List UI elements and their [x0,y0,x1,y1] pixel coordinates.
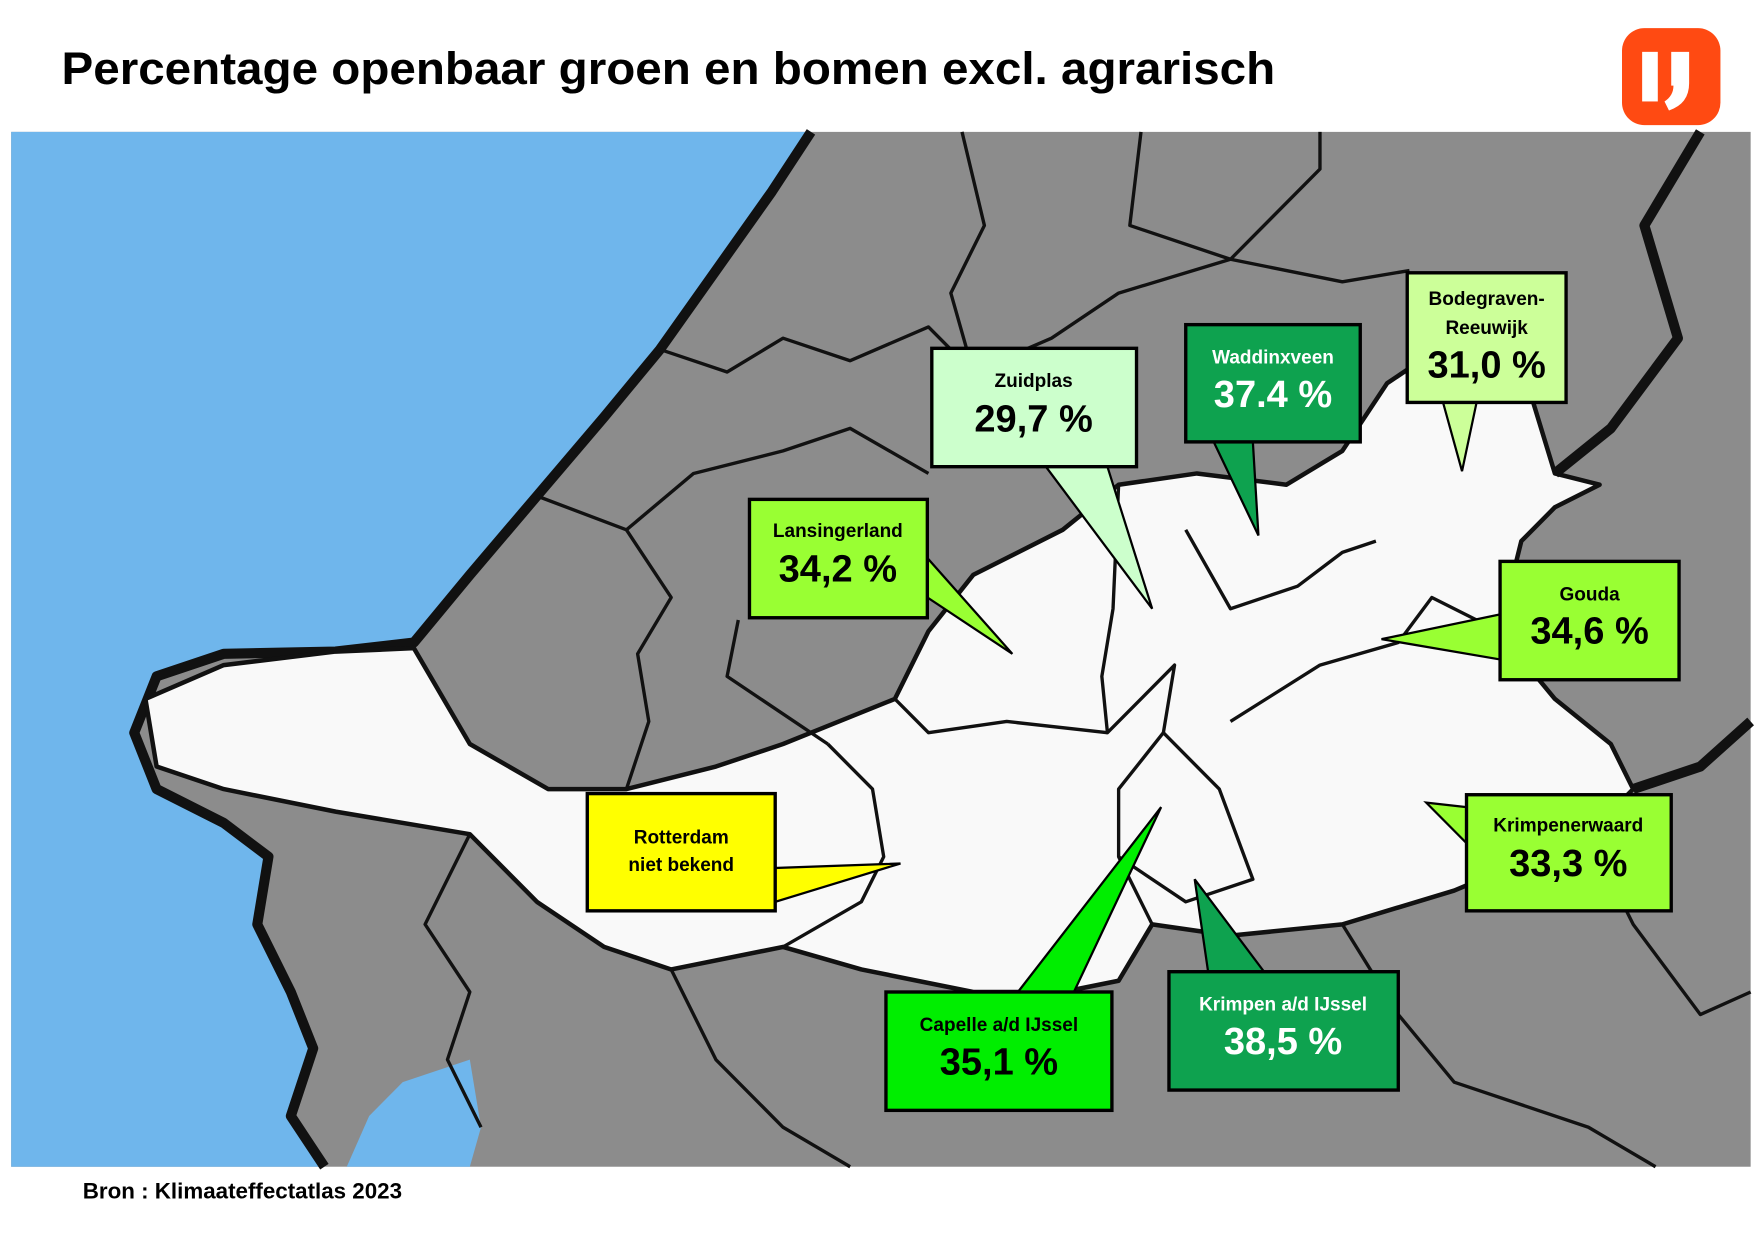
municipal-border [1117,731,1255,904]
municipal-border [423,833,483,1129]
source-note: Bron : Klimaateffectatlas 2023 [83,1179,402,1204]
callout-name: niet bekend [628,855,734,876]
logo-bar [1642,51,1658,102]
callout: Zuidplas 29,7 % [930,346,1154,610]
callout-name: Rotterdam [634,828,729,849]
municipal-border [536,426,930,532]
callout-name: Lansingerland [773,521,903,542]
callout-value: 34,2 % [779,548,897,591]
municipal-border [949,131,987,373]
callout: Gouda 34,6 % [1381,559,1681,682]
callout-name: Zuidplas [995,371,1073,392]
callout-box [930,346,1139,469]
municipal-border [1100,484,1177,926]
callout-box [1405,271,1568,405]
callout-box [585,791,777,913]
callout: Bodegraven- Reeuwijk 31,0 % [1405,271,1568,472]
coastline [129,129,816,1170]
callout-name: Krimpen a/d IJssel [1199,995,1367,1016]
estuary [346,1059,482,1167]
municipal-border [1128,131,1322,261]
callout: Krimpen a/d IJssel 38,5 % [1167,878,1400,1092]
callout: Waddinxveen 37.4 % [1184,322,1362,536]
callout-value: 38,5 % [1224,1020,1342,1063]
municipal-border [782,742,886,949]
municipal-border [1184,528,1377,611]
municipal-border [893,697,1108,735]
callout: Lansingerland 34,2 % [747,497,1014,655]
callout: Rotterdam niet bekend [585,791,901,913]
callout-box [1498,559,1681,682]
callout-value: 37.4 % [1214,373,1332,416]
municipal-border [669,968,851,1169]
callout-name: Capelle a/d IJssel [920,1015,1078,1036]
callout: Capelle a/d IJssel 35,1 % [884,806,1163,1113]
callout-value: 29,7 % [974,398,1092,441]
title: Percentage openbaar groen en bomen excl.… [62,43,1276,94]
callout-value: 35,1 % [940,1040,1058,1083]
sea [11,131,812,1167]
callout-value: 33,3 % [1509,842,1627,885]
municipal-border [725,619,829,746]
callout: Krimpenerwaard 33,3 % [1423,793,1673,913]
province-border [1551,129,1705,478]
callout-name: Waddinxveen [1212,347,1334,368]
logo [1622,28,1721,126]
callout-name: Gouda [1559,584,1620,605]
river-border [1631,717,1754,794]
callout-box [1184,322,1362,444]
callout-box [1464,793,1673,913]
callout-value: 34,6 % [1530,610,1648,653]
callout-box [747,497,930,620]
callout-name: Krimpenerwaard [1493,815,1643,836]
municipal-border [624,528,673,790]
callout-box [1167,970,1400,1092]
callout-name: Reeuwijk [1445,318,1528,339]
callout-box [884,990,1114,1113]
logo-comma [1664,51,1690,111]
callout-value: 31,0 % [1427,343,1545,386]
callout-name: Bodegraven- [1429,289,1545,310]
